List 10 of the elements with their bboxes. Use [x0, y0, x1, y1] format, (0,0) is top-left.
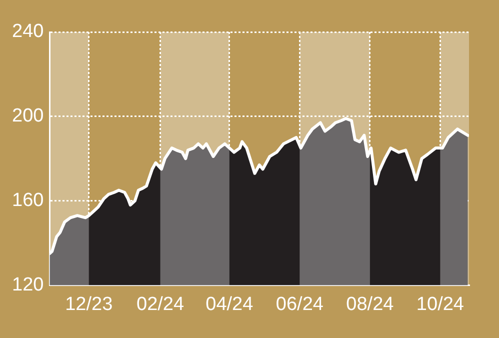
x-tick-label: 04/24 — [206, 294, 254, 315]
y-tick-label: 240 — [12, 21, 44, 42]
x-tick-label: 02/24 — [136, 294, 184, 315]
y-tick-label: 200 — [12, 106, 44, 127]
y-tick-label: 120 — [12, 274, 44, 296]
y-tick-label: 160 — [12, 190, 44, 212]
x-tick-label: 10/24 — [416, 294, 464, 315]
x-tick-label: 08/24 — [346, 294, 394, 315]
x-tick-label: 06/24 — [276, 294, 324, 315]
x-tick-label: 12/23 — [65, 294, 113, 315]
